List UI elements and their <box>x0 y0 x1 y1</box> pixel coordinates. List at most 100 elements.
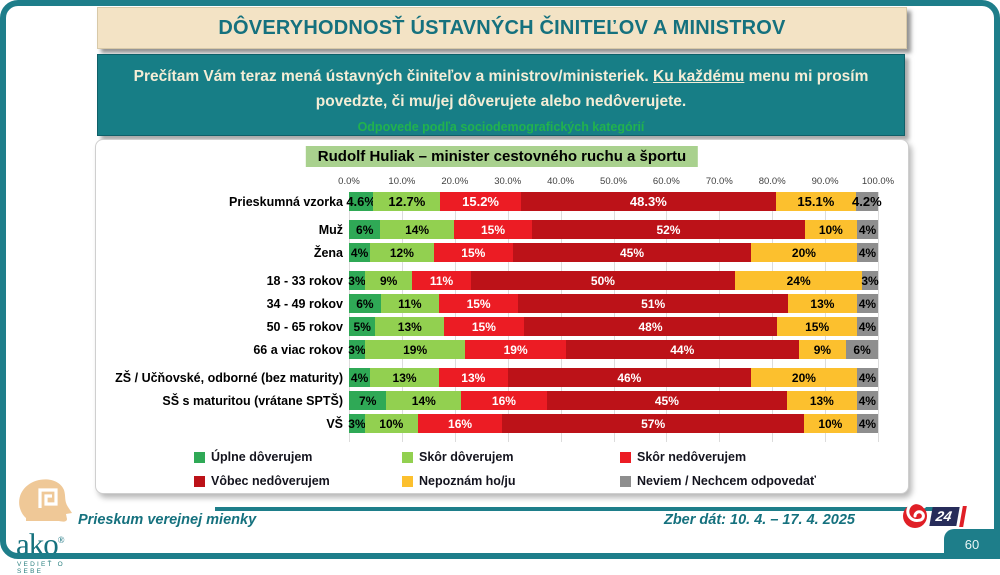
legend-label: Úplne dôverujem <box>211 450 313 464</box>
bar-row-segments: 4% 12% 15% 45% 20% 4% <box>349 243 878 262</box>
tv-channel-logo: 24 <box>902 503 967 529</box>
bar-segment: 15% <box>453 220 533 239</box>
bar-row: 18 - 33 rokov 3% 9% 11% 50% 24% 3% <box>96 271 879 290</box>
bar-segment: 45% <box>512 243 752 262</box>
bar-segment: 4% <box>856 294 878 313</box>
bar-segment: 12.7% <box>373 192 441 211</box>
chart-card: Rudolf Huliak – minister cestovného ruch… <box>95 139 909 494</box>
bar-segment: 6% <box>349 294 381 313</box>
page-number: 60 <box>944 529 1000 559</box>
bar-row: 34 - 49 rokov 6% 11% 15% 51% 13% 4% <box>96 294 878 313</box>
legend-label: Skôr dôverujem <box>419 450 514 464</box>
bar-segment: 4% <box>856 414 878 433</box>
x-axis-tick: 40.0% <box>547 176 575 187</box>
agency-head-icon <box>19 479 72 522</box>
bar-segment: 12% <box>370 243 434 262</box>
legend-label: Vôbec nedôverujem <box>211 474 330 488</box>
bar-segment: 14% <box>380 220 454 239</box>
chart-rows: Prieskumná vzorka 4.6% 12.7% 15.2% 48.3% 15.1… <box>96 192 882 442</box>
bar-segment: 24% <box>735 271 863 290</box>
bar-segment: 3% <box>348 340 366 359</box>
x-axis-tick: 60.0% <box>652 176 680 187</box>
bar-segment: 4% <box>856 368 878 387</box>
bar-segment: 6% <box>846 340 878 359</box>
legend-swatch-icon <box>194 451 205 463</box>
bar-group: ZŠ / Učňovské, odborné (bez maturity) 4% 1… <box>96 368 878 433</box>
agency-logo-word: ako <box>16 526 59 562</box>
channel-slash-icon <box>958 505 967 527</box>
legend-swatch-icon <box>402 451 413 463</box>
bar-segment: 48.3% <box>520 192 776 211</box>
bar-row-segments: 3% 19% 19% 44% 9% 6% <box>348 340 878 359</box>
bar-row: ZŠ / Učňovské, odborné (bez maturity) 4% 1… <box>96 368 878 387</box>
bar-row-segments: 4% 13% 13% 46% 20% 4% <box>349 368 878 387</box>
bar-segment: 4.2% <box>852 192 882 211</box>
bar-segment: 11% <box>380 294 439 313</box>
legend-item: Skôr dôverujem <box>402 450 620 464</box>
footer-divider <box>215 507 955 511</box>
x-axis-tick: 70.0% <box>705 176 733 187</box>
bar-segment: 15% <box>433 243 513 262</box>
bar-row-label: Muž <box>318 222 343 237</box>
legend-label: Nepoznám ho/ju <box>419 474 516 488</box>
bar-segment: 3% <box>348 414 366 433</box>
bar-segment: 10% <box>803 414 857 433</box>
legend-swatch-icon <box>620 451 631 463</box>
question-text: Prečítam Vám teraz mená ústavných činite… <box>120 64 882 114</box>
bar-segment: 4% <box>349 368 371 387</box>
bar-row-segments: 6% 14% 15% 52% 10% 4% <box>349 220 878 239</box>
bar-segment: 13% <box>375 317 445 336</box>
x-axis-tick: 50.0% <box>600 176 627 187</box>
registered-mark: ® <box>57 535 65 545</box>
question-box: Prečítam Vám teraz mená ústavných činite… <box>97 54 905 136</box>
x-axis-tick: 30.0% <box>494 176 522 187</box>
bar-row: 50 - 65 rokov 5% 13% 15% 48% 15% 4% <box>96 317 878 336</box>
bar-row: Žena 4% 12% 15% 45% 20% 4% <box>96 243 878 262</box>
bar-segment: 15% <box>777 317 857 336</box>
bar-row: SŠ s maturitou (vrátane SPTŠ) 7% 14% 16% 45%… <box>96 391 878 410</box>
question-text-suffix: menu mi prosím povedzte, či mu/jej dôver… <box>315 68 869 111</box>
bar-segment: 4% <box>856 317 878 336</box>
bar-segment: 5% <box>349 317 376 336</box>
legend-label: Neviem / Nechcem odpovedať <box>637 474 816 488</box>
legend-item: Vôbec nedôverujem <box>194 474 402 488</box>
bar-group: Muž 6% 14% 15% 52% 10% 4% Žena 4% 12% 15% 45% 20% 4% <box>96 220 878 262</box>
bar-segment: 20% <box>751 243 857 262</box>
bar-segment: 45% <box>546 391 788 410</box>
bar-segment: 10% <box>364 414 418 433</box>
bar-group: Prieskumná vzorka 4.6% 12.7% 15.2% 48.3% 15.1… <box>96 192 882 211</box>
bar-segment: 19% <box>465 340 566 359</box>
bar-segment: 52% <box>532 220 805 239</box>
bar-segment: 4% <box>349 243 371 262</box>
footer-collection-dates: Zber dát: 10. 4. – 17. 4. 2025 <box>663 512 855 528</box>
chart-title: Rudolf Huliak – minister cestovného ruch… <box>305 146 699 167</box>
legend-item: Skôr nedôverujem <box>620 450 894 464</box>
bar-segment: 4% <box>857 220 878 239</box>
bar-segment: 4% <box>856 391 878 410</box>
bar-row: Muž 6% 14% 15% 52% 10% 4% <box>96 220 878 239</box>
bar-segment: 3% <box>861 271 879 290</box>
bar-segment: 15% <box>444 317 524 336</box>
joj-swirl-icon <box>903 503 927 528</box>
chart-legend: Úplne dôverujem Skôr dôverujem Skôr nedôve… <box>194 450 894 488</box>
bar-segment: 50% <box>470 271 736 290</box>
bar-segment: 19% <box>364 340 466 359</box>
bar-segment: 16% <box>417 414 503 433</box>
bar-row-segments: 3% 9% 11% 50% 24% 3% <box>348 271 879 290</box>
bar-segment: 6% <box>349 220 381 239</box>
legend-swatch-icon <box>620 475 631 487</box>
x-axis: 0.0% 10.0% 20.0% 30.0% 40.0% 50.0% 60.0% 70.0% 8… <box>338 176 894 189</box>
bar-row: Prieskumná vzorka 4.6% 12.7% 15.2% 48.3% 15.1… <box>96 192 882 211</box>
question-text-prefix: Prečítam Vám teraz mená ústavných činite… <box>133 68 654 85</box>
bar-row-label: 66 a viac rokov <box>253 342 343 357</box>
bar-segment: 11% <box>412 271 471 290</box>
bar-segment: 44% <box>565 340 799 359</box>
bar-segment: 3% <box>348 271 366 290</box>
bar-segment: 15.2% <box>440 192 521 211</box>
bar-row-segments: 4.6% 12.7% 15.2% 48.3% 15.1% 4.2% <box>346 192 882 211</box>
bar-segment: 7% <box>349 391 387 410</box>
bar-segment: 13% <box>788 294 857 313</box>
bar-row-segments: 7% 14% 16% 45% 13% 4% <box>349 391 878 410</box>
legend-item: Nepoznám ho/ju <box>402 474 620 488</box>
bar-segment: 57% <box>502 414 804 433</box>
